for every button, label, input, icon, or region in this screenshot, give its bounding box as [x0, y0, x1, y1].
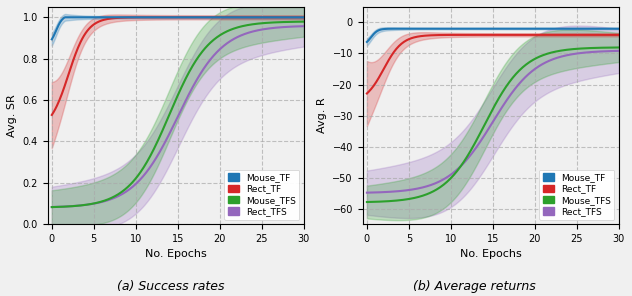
Rect_TF [364, 91, 372, 94]
Rect_TF [48, 113, 56, 117]
Rect_TFS [300, 24, 308, 28]
Rect_TF [592, 33, 599, 37]
Mouse_TFS [260, 21, 268, 25]
Line: Mouse_TFS: Mouse_TFS [367, 47, 619, 202]
Mouse_TFS [197, 52, 205, 55]
Mouse_TFS [615, 46, 623, 49]
Rect_TFS [276, 25, 284, 29]
Mouse_TF [513, 27, 521, 30]
Mouse_TF [364, 39, 372, 43]
Rect_TF [300, 15, 308, 19]
Mouse_TFS [592, 46, 599, 50]
Rect_TFS [364, 191, 372, 194]
Text: (a) Success rates: (a) Success rates [117, 280, 224, 293]
Text: (b) Average returns: (b) Average returns [413, 280, 535, 293]
Mouse_TF [198, 15, 205, 19]
Mouse_TFS [576, 47, 583, 50]
Rect_TFS [197, 71, 205, 75]
Mouse_TF [491, 27, 499, 30]
Rect_TF [198, 15, 205, 19]
Mouse_TF [61, 15, 69, 19]
Rect_TF [576, 33, 583, 37]
Line: Rect_TF: Rect_TF [367, 35, 619, 94]
Mouse_TF [363, 40, 371, 44]
Mouse_TF [277, 15, 285, 19]
Line: Mouse_TF: Mouse_TF [367, 29, 619, 42]
Rect_TFS [513, 86, 520, 89]
Mouse_TF [261, 15, 269, 19]
Rect_TF [202, 15, 210, 19]
Mouse_TFS [518, 67, 525, 70]
Rect_TFS [615, 49, 623, 53]
Mouse_TF [592, 27, 600, 30]
Rect_TFS [202, 63, 210, 67]
Rect_TFS [198, 70, 205, 73]
Rect_TFS [592, 50, 599, 54]
Mouse_TFS [276, 20, 284, 24]
Y-axis label: Avg. R: Avg. R [317, 98, 327, 133]
X-axis label: No. Epochs: No. Epochs [145, 250, 207, 260]
Rect_TF [513, 33, 520, 37]
Mouse_TF [300, 15, 308, 19]
Mouse_TFS [300, 20, 308, 23]
Rect_TFS [260, 27, 268, 31]
Line: Rect_TFS: Rect_TFS [367, 51, 619, 193]
Line: Mouse_TFS: Mouse_TFS [52, 22, 304, 207]
Rect_TFS [513, 85, 521, 88]
Legend: Mouse_TF, Rect_TF, Mouse_TFS, Rect_TFS: Mouse_TF, Rect_TF, Mouse_TFS, Rect_TFS [224, 170, 300, 220]
Rect_TF [197, 15, 205, 19]
Rect_TF [518, 33, 525, 37]
Rect_TF [276, 15, 284, 19]
Rect_TF [49, 112, 56, 115]
Mouse_TFS [48, 205, 56, 209]
Mouse_TF [203, 15, 210, 19]
Mouse_TF [199, 15, 207, 19]
Mouse_TFS [363, 200, 371, 204]
Mouse_TF [518, 27, 526, 30]
X-axis label: No. Epochs: No. Epochs [460, 250, 521, 260]
Mouse_TF [48, 38, 56, 41]
Mouse_TFS [202, 45, 210, 49]
Mouse_TF [615, 27, 623, 30]
Mouse_TFS [198, 50, 205, 54]
Mouse_TFS [513, 71, 521, 75]
Mouse_TF [49, 36, 56, 40]
Rect_TF [615, 33, 623, 37]
Rect_TFS [48, 205, 56, 209]
Rect_TF [260, 15, 268, 19]
Rect_TFS [576, 52, 583, 55]
Line: Rect_TF: Rect_TF [52, 17, 304, 115]
Rect_TF [363, 92, 371, 95]
Y-axis label: Avg. SR: Avg. SR [7, 94, 17, 137]
Mouse_TF [576, 27, 584, 30]
Legend: Mouse_TF, Rect_TF, Mouse_TFS, Rect_TFS: Mouse_TF, Rect_TF, Mouse_TFS, Rect_TFS [539, 170, 614, 220]
Rect_TF [513, 33, 521, 37]
Mouse_TF [514, 27, 521, 30]
Mouse_TFS [49, 205, 56, 209]
Mouse_TFS [513, 72, 520, 75]
Rect_TFS [363, 191, 371, 194]
Line: Mouse_TF: Mouse_TF [52, 17, 304, 39]
Mouse_TFS [364, 200, 372, 204]
Line: Rect_TFS: Rect_TFS [52, 26, 304, 207]
Rect_TFS [49, 205, 56, 209]
Rect_TFS [518, 80, 525, 83]
